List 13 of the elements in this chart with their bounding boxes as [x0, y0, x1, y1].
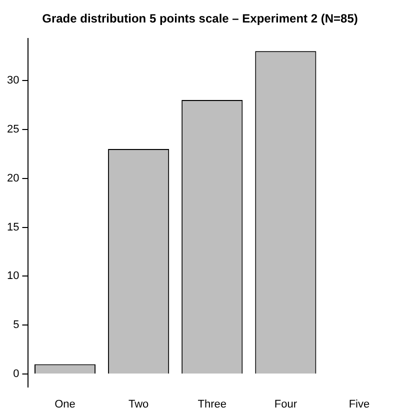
x-tick-label: One — [54, 398, 76, 410]
x-tick-label: Three — [198, 398, 226, 410]
y-tick-label: 20 — [6, 172, 20, 184]
y-tick-label: 15 — [6, 221, 20, 234]
x-tick-label: Five — [348, 398, 370, 410]
y-tick-label: 25 — [6, 123, 20, 136]
x-tick-label: Two — [128, 398, 149, 410]
chart-title: Grade distribution 5 points scale – Experiment 2 (N=85) — [42, 12, 358, 26]
x-tick-label: Four — [274, 398, 298, 410]
y-tick-label: 5 — [13, 319, 20, 332]
y-tick-label: 10 — [6, 270, 20, 282]
y-tick-label: 30 — [6, 74, 20, 87]
y-tick-label: 0 — [13, 368, 20, 380]
